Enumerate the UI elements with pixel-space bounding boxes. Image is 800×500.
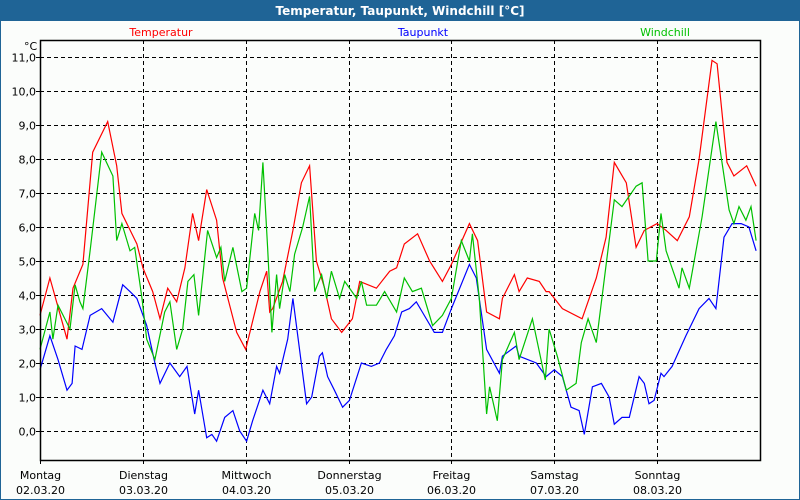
day-date-label: 07.03.20 xyxy=(530,484,579,497)
day-name-label: Donnerstag xyxy=(317,469,381,482)
y-tick-label: 1,0 xyxy=(19,392,37,405)
series-lines xyxy=(39,59,757,443)
y-tick-label: 9,0 xyxy=(19,120,37,133)
day-date-label: 08.03.20 xyxy=(633,484,682,497)
day-name-label: Samstag xyxy=(530,469,578,482)
y-tick-label: 8,0 xyxy=(19,154,37,167)
day-date-label: 06.03.20 xyxy=(427,484,476,497)
y-tick-label: 10,0 xyxy=(12,86,37,99)
day-date-label: 05.03.20 xyxy=(325,484,374,497)
y-tick-label: 2,0 xyxy=(19,358,37,371)
window-title: Temperatur, Taupunkt, Windchill [°C] xyxy=(1,1,799,21)
x-tick-labels: Montag 02.03.20 Dienstag 03.03.20 Mittwoch 04… xyxy=(16,469,682,497)
day-name-label: Freitag xyxy=(433,469,471,482)
y-tick-label: 6,0 xyxy=(19,222,37,235)
day-name-label: Montag xyxy=(20,469,61,482)
legend-item-temperatur: Temperatur xyxy=(128,26,193,39)
day-date-label: 04.03.20 xyxy=(222,484,271,497)
day-name-label: Dienstag xyxy=(119,469,168,482)
y-tick-label: 4,0 xyxy=(19,290,37,303)
y-tick-label: 5,0 xyxy=(19,256,37,269)
legend: Temperatur Taupunkt Windchill xyxy=(128,26,690,39)
series-line-windchill xyxy=(39,121,757,421)
gridlines xyxy=(36,40,760,464)
day-name-label: Sonntag xyxy=(635,469,681,482)
day-date-label: 02.03.20 xyxy=(16,484,65,497)
y-axis-unit: °C xyxy=(24,40,38,53)
y-tick-label: 7,0 xyxy=(19,188,37,201)
day-name-label: Mittwoch xyxy=(222,469,272,482)
y-tick-label: 0,0 xyxy=(19,426,37,439)
day-date-label: 03.03.20 xyxy=(119,484,168,497)
y-tick-label: 3,0 xyxy=(19,324,37,337)
series-line-temperatur xyxy=(39,59,757,352)
y-tick-label: 11,0 xyxy=(12,52,37,65)
y-tick-labels: 0,0 1,0 2,0 3,0 4,0 5,0 6,0 7,0 8,0 9,0 10,0 11,0 xyxy=(12,52,37,439)
series-line-taupunkt xyxy=(39,223,757,443)
plot-frame xyxy=(39,39,762,462)
legend-item-taupunkt: Taupunkt xyxy=(397,26,449,39)
legend-item-windchill: Windchill xyxy=(640,26,690,39)
